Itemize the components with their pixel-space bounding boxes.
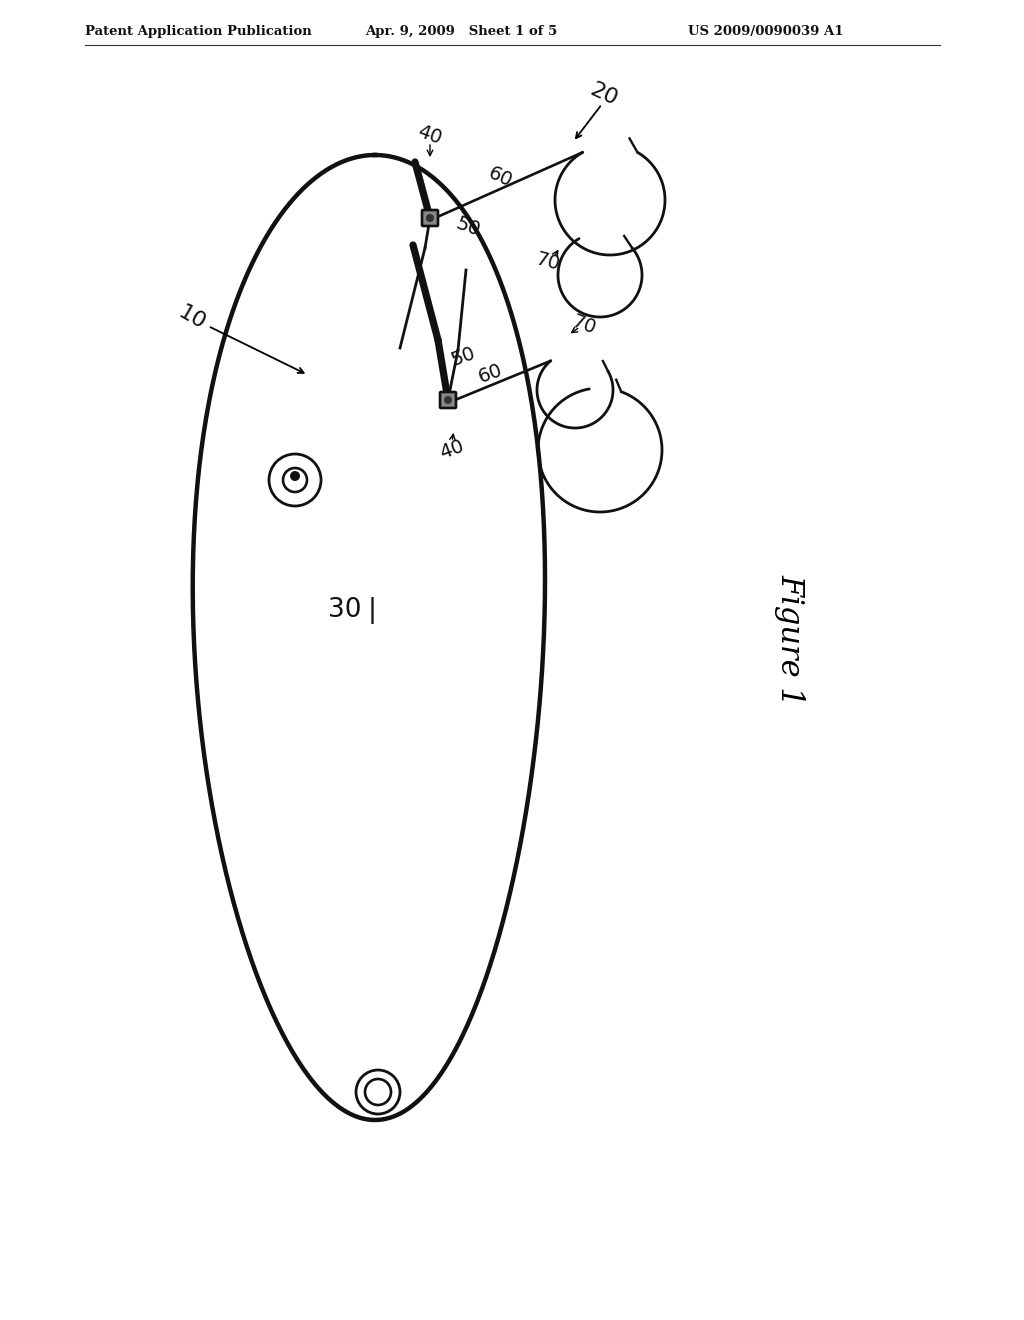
Text: 60: 60: [475, 360, 505, 387]
Text: 70: 70: [534, 249, 562, 275]
Circle shape: [290, 471, 300, 480]
Text: Figure 1: Figure 1: [774, 574, 806, 706]
Circle shape: [444, 396, 452, 404]
Polygon shape: [193, 154, 545, 1119]
Text: 40: 40: [415, 121, 444, 148]
Text: 50: 50: [449, 343, 478, 370]
Text: 70: 70: [569, 312, 599, 338]
Text: 60: 60: [484, 164, 515, 191]
Circle shape: [426, 214, 434, 222]
Text: Patent Application Publication: Patent Application Publication: [85, 25, 311, 38]
Text: 30: 30: [329, 597, 361, 623]
Text: 50: 50: [454, 214, 483, 240]
FancyBboxPatch shape: [422, 210, 438, 226]
Text: |: |: [368, 597, 377, 623]
FancyBboxPatch shape: [440, 392, 456, 408]
Text: 20: 20: [587, 81, 622, 110]
Text: Apr. 9, 2009   Sheet 1 of 5: Apr. 9, 2009 Sheet 1 of 5: [365, 25, 557, 38]
Text: 10: 10: [175, 302, 209, 334]
Text: US 2009/0090039 A1: US 2009/0090039 A1: [688, 25, 844, 38]
Text: 40: 40: [437, 437, 467, 463]
